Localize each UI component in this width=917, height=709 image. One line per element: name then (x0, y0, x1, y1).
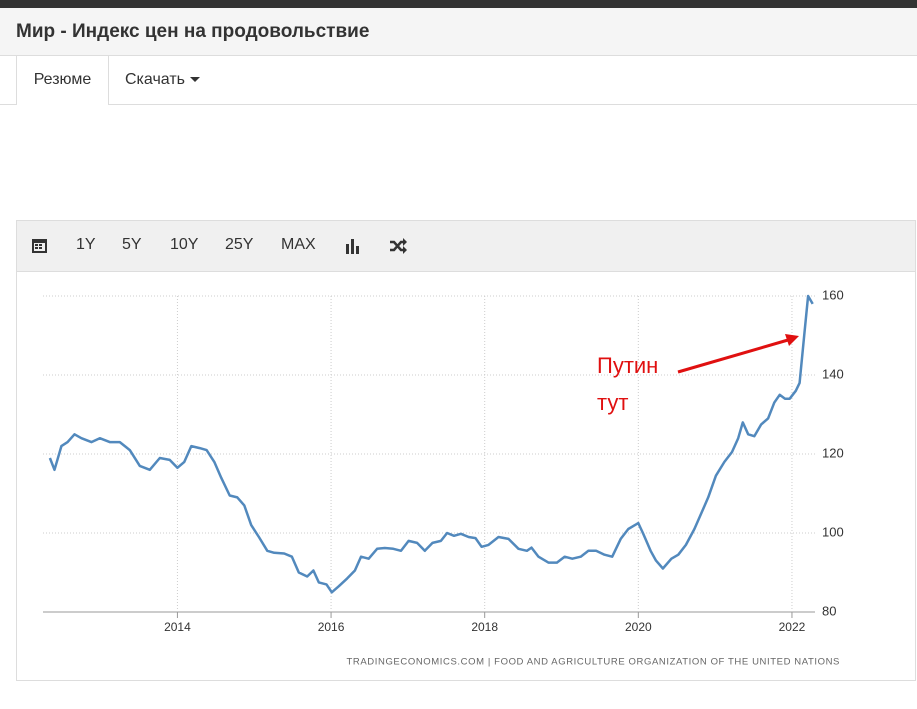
x-tick-label: 2022 (779, 620, 806, 634)
header: Мир - Индекс цен на продовольствие (0, 8, 917, 56)
x-tick-label: 2018 (471, 620, 498, 634)
y-tick-label: 100 (822, 524, 844, 539)
x-tick-label: 2020 (625, 620, 652, 634)
y-tick-label: 160 (822, 287, 844, 302)
bar-chart-icon[interactable] (345, 238, 361, 254)
range-button[interactable]: 5Y (122, 236, 142, 253)
y-tick-label: 80 (822, 603, 836, 618)
annotation: Путин (597, 353, 658, 378)
range-button[interactable]: 10Y (170, 236, 199, 253)
tab-bar: Резюме Скачать (0, 56, 917, 105)
data-line (48, 294, 814, 594)
shuffle-icon[interactable] (389, 238, 407, 254)
calendar-icon[interactable] (31, 237, 48, 254)
chart-toolbar: 1Y 5Y 10Y 25Y MAX (17, 221, 915, 272)
chart-panel: 1Y 5Y 10Y 25Y MAX (16, 220, 916, 681)
tab[interactable]: Резюме (16, 56, 109, 105)
x-tick-label: 2016 (318, 620, 345, 634)
y-tick-label: 140 (822, 366, 844, 381)
tab-dropdown[interactable]: Скачать (125, 56, 200, 104)
range-button[interactable]: 25Y (225, 236, 254, 253)
range-button[interactable]: MAX (281, 236, 316, 253)
range-button[interactable]: 1Y (76, 236, 96, 253)
annotation-arrow (677, 338, 789, 374)
caret-icon (190, 77, 200, 83)
tab-label[interactable]: Скачать (125, 71, 185, 88)
annotation: тут (597, 390, 628, 415)
y-tick-label: 120 (822, 445, 844, 460)
top-bar (0, 0, 917, 8)
arrow-head (785, 334, 799, 346)
page-title: Мир - Индекс цен на продовольствие (16, 21, 370, 42)
x-tick-label: 2014 (164, 620, 191, 634)
source-note: TRADINGECONOMICS.COM | FOOD AND AGRICULT… (346, 657, 840, 668)
